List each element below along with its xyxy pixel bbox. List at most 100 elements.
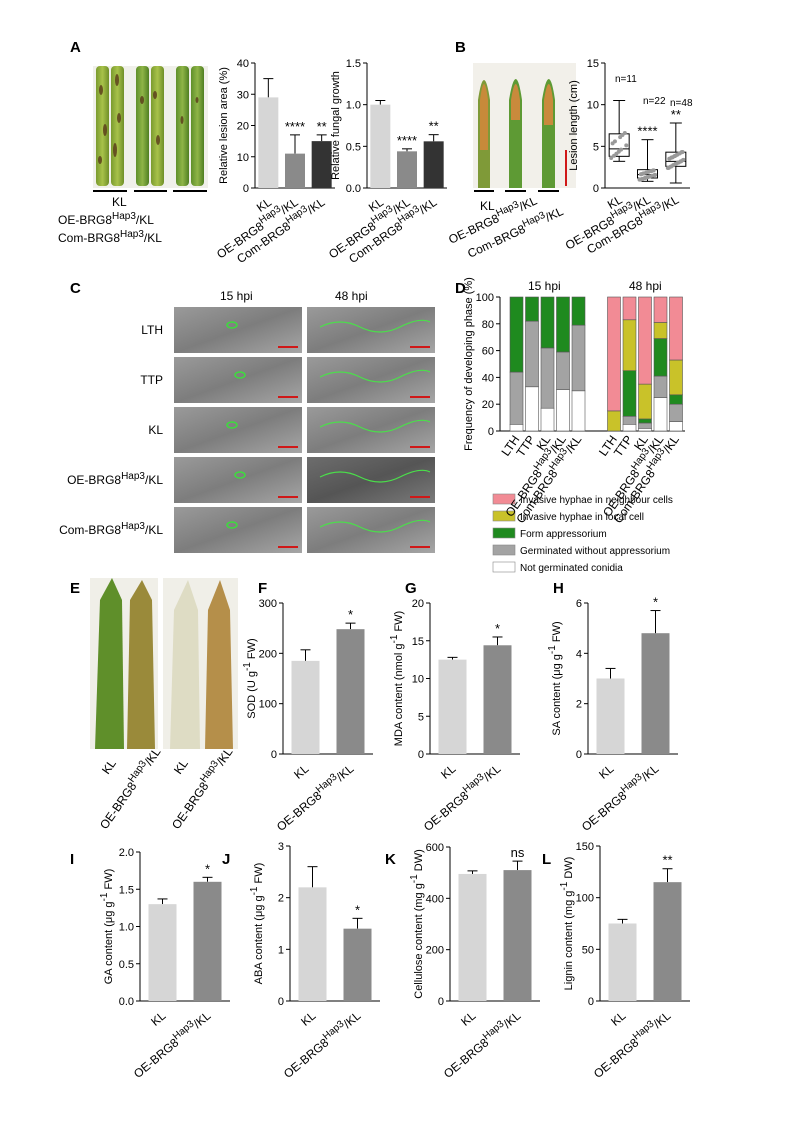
chart-A2-sig: ** xyxy=(429,119,439,134)
chart-I-ytick-label: 1.0 xyxy=(119,922,134,934)
chart-H-ytick-label: 0 xyxy=(576,749,582,761)
panel-c-row: TTP xyxy=(140,357,435,403)
panel-c-row: Com-BRG8Hap3/KL xyxy=(59,507,435,553)
panel-label-j: J xyxy=(222,851,230,868)
chart-J-ytick-label: 0 xyxy=(278,996,284,1008)
chart-B-sig: ** xyxy=(671,107,681,122)
svg-text:Lesion length (cm): Lesion length (cm) xyxy=(568,80,580,171)
panel-c-row: LTH xyxy=(141,307,435,353)
chart-G-ytick-label: 0 xyxy=(418,749,424,761)
panel-c-row: KL xyxy=(148,407,435,453)
chart-K-bar xyxy=(458,873,487,1001)
chart-D-segment xyxy=(607,296,621,412)
chart-D-segment xyxy=(638,428,652,432)
panel-c-row: OE-BRG8Hap3/KL xyxy=(67,457,435,503)
panel-c-microscopy: 15 hpi 48 hpi LTH TTP KL OE-BRG8Hap3/KL Com-… xyxy=(59,289,435,553)
chart-D-segment xyxy=(556,296,570,353)
panel-a-leaf-photo xyxy=(93,66,208,192)
svg-text:KL: KL xyxy=(291,761,311,781)
chart-K-xlabel: KL xyxy=(458,1008,478,1028)
legend-swatch xyxy=(492,493,516,505)
panel-d-col-15hpi: 15 hpi xyxy=(528,279,561,293)
chart-F-ytick-label: 0 xyxy=(271,749,277,761)
chart-B-point xyxy=(639,172,644,177)
chart-B-ytick-label: 10 xyxy=(587,100,599,112)
chart-D-segment xyxy=(509,371,524,425)
chart-A1-ytick-label: 10 xyxy=(237,152,249,164)
svg-text:MDA content (nmol g-1 FW): MDA content (nmol g-1 FW) xyxy=(389,611,405,746)
chart-B-ylabel: Lesion length (cm) xyxy=(568,80,580,171)
conidium-marker xyxy=(234,371,246,379)
svg-text:KL: KL xyxy=(596,761,616,781)
chart-I-xlabel: KL xyxy=(148,1008,168,1028)
chart-B-point xyxy=(670,155,675,160)
legend-label: Invasive hyphae in local cell xyxy=(520,512,644,523)
chart-I: 0.0 0.5 1.0 1.5 2.0 GA content (μg g-1 FW) KL *… xyxy=(99,847,230,1081)
panel-a-photo-labels: KL OE-BRG8Hap3/KL Com-BRG8Hap3/KL xyxy=(58,195,162,245)
panel-label-k: K xyxy=(385,851,396,868)
chart-L-bar xyxy=(653,882,682,1001)
legend-label: Form appressorium xyxy=(520,529,607,540)
panel-label-h: H xyxy=(553,580,564,597)
micrograph-15hpi xyxy=(174,407,302,453)
chart-D-segment xyxy=(638,422,652,429)
micrograph-48hpi xyxy=(307,307,435,353)
chart-A2-ytick-label: 0.5 xyxy=(346,141,361,153)
chart-A2-bar xyxy=(397,151,417,188)
chart-I-xlabel: OE-BRG8Hap3/KL xyxy=(131,1008,214,1081)
chart-F-ylabel: SOD (U g-1 FW) xyxy=(242,638,258,718)
chart-D-segment xyxy=(653,375,668,398)
panel-c-row-label: Com-BRG8Hap3/KL xyxy=(59,521,163,537)
chart-B-point xyxy=(638,177,643,182)
svg-text:OE-BRG8Hap3/KL: OE-BRG8Hap3/KL xyxy=(590,1007,674,1081)
chart-H-xlabel: OE-BRG8Hap3/KL xyxy=(578,760,662,834)
label-kl-e: KL xyxy=(99,756,119,776)
chart-G-ytick-label: 5 xyxy=(418,711,424,723)
svg-text:KL: KL xyxy=(148,1008,168,1028)
chart-F-xlabel: OE-BRG8Hap3/KL xyxy=(274,761,357,834)
hyphae-marker xyxy=(319,519,431,533)
chart-J-ytick-label: 3 xyxy=(278,841,284,853)
micrograph-48hpi xyxy=(307,457,435,503)
chart-D-segment xyxy=(525,386,539,432)
panel-e-labels: KL OE-BRG8Hap3/KL KL OE-BRG8Hap3/KL xyxy=(95,744,236,832)
chart-D-segment xyxy=(571,324,586,392)
micrograph-15hpi xyxy=(174,507,302,553)
chart-A2-ytick-label: 1.5 xyxy=(346,58,361,70)
chart-D-segment xyxy=(669,359,683,396)
micrograph-48hpi xyxy=(307,507,435,553)
chart-A1-ytick-label: 30 xyxy=(237,89,249,101)
chart-D-ytick-label: 20 xyxy=(482,399,494,411)
chart-H-bar xyxy=(641,633,670,754)
label-oe-e: OE-BRG8Hap3/KL xyxy=(95,744,163,832)
conidium-marker xyxy=(226,321,238,329)
panel-label-f: F xyxy=(258,580,267,597)
panel-e-leaf-photo xyxy=(90,578,238,749)
chart-G-ytick-label: 10 xyxy=(412,674,424,686)
svg-text:Frequency of developing phase: Frequency of developing phase (%) xyxy=(463,277,475,451)
chart-L-xlabel: OE-BRG8Hap3/KL xyxy=(590,1007,674,1081)
panel-label-a: A xyxy=(70,39,81,56)
chart-D-segment xyxy=(571,390,586,432)
svg-text:SA content (μg g-1 FW): SA content (μg g-1 FW) xyxy=(547,621,563,735)
chart-B-box xyxy=(608,133,630,157)
chart-B-point xyxy=(618,135,623,140)
chart-I-bar xyxy=(193,881,222,1001)
chart-D-ytick-label: 40 xyxy=(482,372,494,384)
chart-A2-ylabel: Relative fungal growth xyxy=(330,71,342,180)
micrograph-48hpi xyxy=(307,357,435,403)
chart-A1-sig: **** xyxy=(285,119,305,134)
chart-B-xlabel: KL xyxy=(605,192,625,212)
chart-F-ytick-label: 100 xyxy=(259,699,277,711)
chart-J-xlabel: OE-BRG8Hap3/KL xyxy=(281,1008,364,1081)
chart-D-segment xyxy=(653,397,668,432)
chart-G: 0 5 10 15 20 MDA content (nmol g-1 FW) KL * OE-B… xyxy=(389,598,520,834)
svg-text:Relative lesion area (%): Relative lesion area (%) xyxy=(218,67,230,184)
chart-K-sig: ns xyxy=(511,845,525,860)
chart-D-ytick-label: 80 xyxy=(482,319,494,331)
chart-A2-bar xyxy=(370,104,391,188)
svg-text:OE-BRG8Hap3/KL: OE-BRG8Hap3/KL xyxy=(578,760,662,834)
